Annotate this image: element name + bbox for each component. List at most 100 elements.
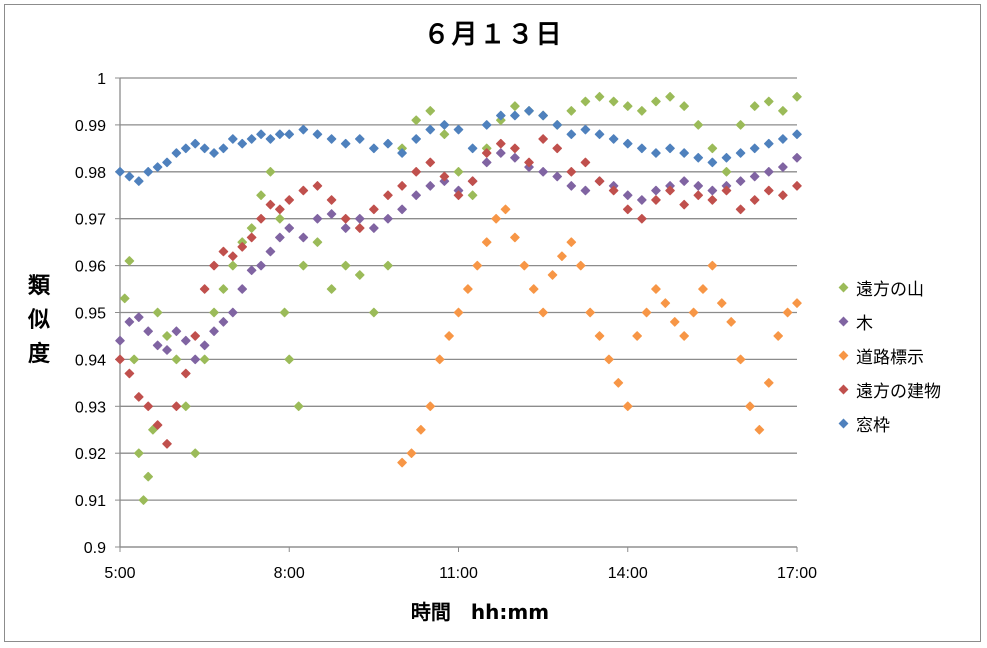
data-point [594,176,605,186]
data-point [726,317,736,327]
data-point [298,185,309,196]
data-point [745,401,755,412]
data-point [134,448,144,458]
data-point [519,260,530,271]
data-point [397,148,407,158]
data-point [152,420,163,430]
data-point [237,242,248,252]
y-tick-label: 0.92 [75,446,106,463]
data-point [411,134,421,144]
data-point [326,209,337,219]
data-point [237,138,248,149]
data-point [439,120,450,130]
data-point [199,340,210,351]
legend: 遠方の山 木 道路標示 遠方の建物 窓枠 [836,270,986,440]
data-point [491,213,501,224]
data-point [397,204,407,215]
data-point [284,129,295,140]
data-point [190,138,201,149]
data-point [383,138,393,149]
data-point [604,354,614,365]
data-point [528,284,539,294]
data-point [660,298,671,308]
data-point [763,378,774,388]
data-point [496,110,506,121]
data-point [792,181,802,191]
data-point [312,129,323,140]
data-point [467,176,478,186]
data-point [312,181,323,191]
data-point [354,223,365,233]
data-point [369,307,379,318]
data-point [115,354,125,365]
data-point [575,260,586,271]
data-point [472,260,483,271]
y-tick-label: 0.99 [75,118,106,135]
data-point [293,401,304,412]
data-point [721,152,732,163]
data-point [129,354,139,365]
data-point [152,162,163,172]
data-point [209,326,219,337]
data-point [754,424,765,435]
data-point [707,260,718,271]
data-point [134,312,144,322]
data-point [481,237,492,247]
data-point [190,331,201,341]
chart-title: ６月１３日 [423,20,564,50]
data-point [538,167,548,177]
x-tick-label: 8:00 [274,565,305,582]
data-point [124,317,135,327]
data-point [622,401,633,412]
data-point [218,317,229,327]
data-point [354,270,365,280]
legend-marker [836,314,850,328]
x-tick-label: 5:00 [104,565,135,582]
data-point [138,495,149,505]
legend-marker [836,348,850,362]
data-point [284,195,295,205]
data-point [707,195,718,205]
data-point [124,256,135,266]
data-point [622,101,633,111]
data-point [162,157,172,168]
data-point [538,307,548,318]
data-point [265,199,276,210]
data-point [199,354,210,365]
data-point [326,284,337,294]
data-point [354,134,365,144]
data-point [594,331,605,341]
data-point [143,167,154,177]
data-point [496,148,506,158]
data-point [246,265,257,276]
data-point [209,148,219,158]
x-axis-label: 時間 hh:mm [410,600,550,624]
legend-marker [836,416,850,430]
data-point [566,167,577,177]
data-point [510,232,520,243]
y-tick-label: 0.98 [75,165,106,182]
data-point [665,91,675,102]
y-tick-label: 1 [97,71,106,88]
data-point [256,129,266,140]
data-point [369,204,379,215]
data-point [792,298,802,308]
y-tick-label: 0.9 [84,540,106,557]
data-point [693,120,704,130]
data-point [524,157,534,168]
data-point [340,213,351,224]
data-point [190,448,201,458]
data-point [444,331,454,341]
data-point [763,167,774,177]
data-point [256,213,266,224]
data-point [284,223,295,233]
data-point [721,185,732,196]
data-point [637,106,647,116]
data-point [566,181,577,191]
data-point [679,199,689,210]
data-point [124,368,135,379]
data-point [199,284,210,294]
data-point [665,185,675,196]
legend-item-window-frame: 窓枠 [836,406,986,440]
